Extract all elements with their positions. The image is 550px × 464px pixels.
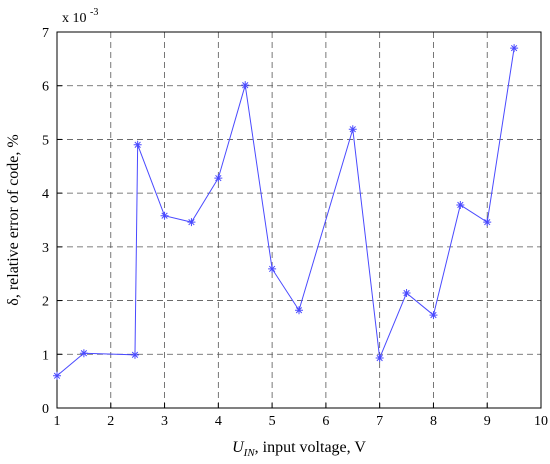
y-tick-label: 2	[42, 295, 49, 310]
x-tick-label: 2	[107, 414, 114, 429]
y-tick-label: 3	[42, 241, 49, 256]
data-marker	[483, 218, 492, 227]
y-tick-label: 5	[42, 133, 49, 148]
x-tick-label: 10	[534, 414, 548, 429]
data-marker	[429, 311, 438, 320]
data-marker	[456, 200, 465, 209]
y-tick-label: 1	[42, 348, 49, 363]
x-tick-label: 1	[54, 414, 61, 429]
data-marker	[187, 218, 196, 227]
data-marker	[375, 354, 384, 363]
x-tick-label: 9	[484, 414, 491, 429]
y-axis-label: δ, relative error of code, %	[5, 134, 22, 305]
y-tick-label: 0	[42, 402, 49, 417]
y-tick-label: 6	[42, 80, 49, 95]
data-marker	[160, 211, 169, 220]
x-tick-label: 8	[430, 414, 437, 429]
x-tick-label: 5	[269, 414, 276, 429]
data-marker	[402, 289, 411, 298]
data-marker	[130, 350, 139, 359]
data-marker	[295, 306, 303, 315]
data-marker	[348, 125, 357, 134]
y-tick-label: 4	[42, 187, 49, 202]
x-tick-label: 3	[161, 414, 168, 429]
data-marker	[214, 174, 223, 183]
data-marker	[510, 44, 519, 53]
x-tick-label: 7	[376, 414, 383, 429]
x-label-subscript: IN	[243, 447, 256, 459]
x-label-symbol: U	[232, 439, 245, 456]
y-multiplier-exponent: -3	[90, 7, 98, 18]
y-multiplier-base: x 10	[62, 11, 87, 26]
x-axis-label: UIN, input voltage, V	[232, 439, 366, 459]
data-marker	[53, 371, 61, 380]
x-tick-label: 4	[215, 414, 222, 429]
y-tick-label: 7	[42, 26, 49, 41]
data-marker	[133, 140, 142, 149]
data-marker	[241, 81, 250, 90]
plot-frame	[56, 31, 542, 409]
plot-area	[57, 32, 541, 408]
x-label-text: , input voltage, V	[255, 439, 367, 456]
data-marker	[268, 264, 277, 273]
data-marker	[79, 349, 88, 358]
x-tick-label: 6	[322, 414, 329, 429]
